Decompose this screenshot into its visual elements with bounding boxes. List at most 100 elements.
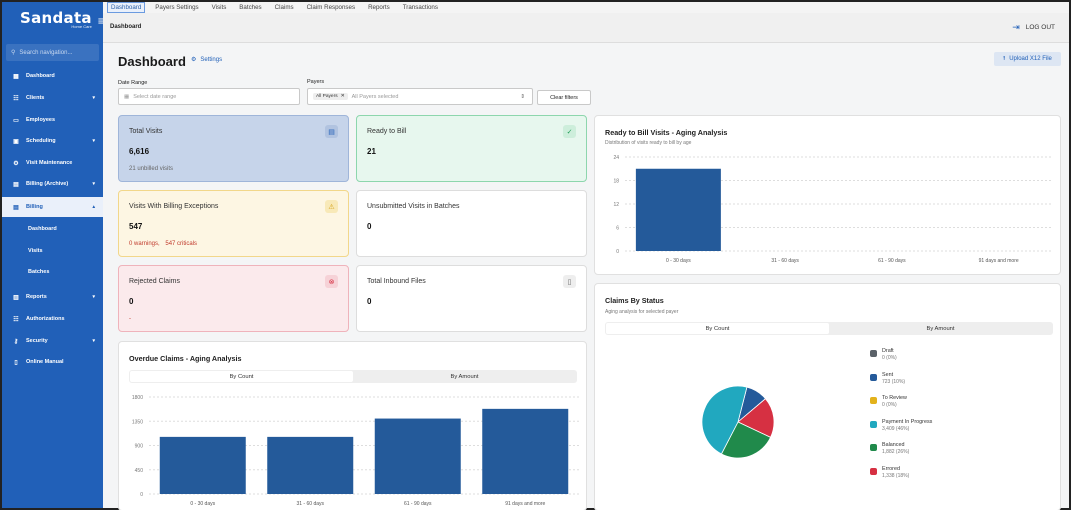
- y-tick-label: 0: [140, 492, 143, 498]
- card-warnings: 0 warnings, 547 criticals: [129, 241, 197, 247]
- topnav-claim-responses[interactable]: Claim Responses: [306, 4, 356, 11]
- sidebar-item-online-manual[interactable]: ▯ Online Manual: [2, 352, 103, 372]
- topnav-batches[interactable]: Batches: [239, 4, 262, 11]
- legend-item-draft[interactable]: Draft 0 (0%): [870, 348, 897, 361]
- card-inbound-files[interactable]: Total Inbound Files 0 ▯: [356, 265, 587, 332]
- chevron-up-icon[interactable]: ▴: [92, 204, 95, 210]
- overdue-claims-chart: 0 450 900 1350 1800 0 - 30 days 31 - 60 days 61…: [132, 395, 579, 507]
- topnav-visits[interactable]: Visits: [211, 4, 227, 11]
- legend-text: Payment In Progress 3,409 (46%): [882, 419, 932, 432]
- x-tick-label: 31 - 60 days: [771, 258, 799, 264]
- bar[interactable]: [374, 418, 461, 494]
- chevron-down-icon[interactable]: ▾: [92, 338, 95, 344]
- billing-icon: ▤: [13, 181, 19, 188]
- page-header: Dashboard ⇥ LOG OUT: [103, 13, 1069, 43]
- topnav-claims[interactable]: Claims: [274, 4, 294, 11]
- topnav-transactions[interactable]: Transactions: [402, 4, 438, 11]
- pie-slice-payment-in-progress[interactable]: [701, 385, 748, 455]
- topnav-payers-settings[interactable]: Payers Settings: [155, 4, 199, 11]
- calendar-icon: ▦: [124, 93, 130, 100]
- tab-by-count[interactable]: By Count: [606, 323, 829, 334]
- bar[interactable]: [482, 408, 569, 494]
- payers-placeholder: All Payers selected: [351, 93, 399, 100]
- claims-by-status-panel: Claims By Status Aging analysis for sele…: [594, 283, 1061, 510]
- claims-view-toggle: By Count By Amount: [605, 322, 1053, 335]
- card-total-visits[interactable]: Total Visits 6,616 21 unbilled visits ▤: [118, 115, 349, 182]
- legend-item-sent[interactable]: Sent 723 (10%): [870, 372, 905, 385]
- legend-item-to-review[interactable]: To Review 0 (0%): [870, 395, 907, 408]
- clear-filters-button[interactable]: Clear filters: [537, 90, 591, 105]
- y-tick-label: 24: [613, 155, 619, 161]
- sidebar-header: Sandata Home Care ≡: [2, 2, 105, 39]
- sidebar-subitem-visits[interactable]: Visits: [28, 248, 43, 254]
- legend-value: 723 (10%): [882, 378, 906, 385]
- sidebar-item-visit-maintenance[interactable]: ⚙ Visit Maintenance: [2, 153, 103, 173]
- sidebar-item-label: Clients: [26, 95, 45, 101]
- tab-by-count[interactable]: By Count: [130, 371, 353, 382]
- payer-chip-label: All Payers: [316, 94, 338, 99]
- menu-toggle-icon[interactable]: ≡: [97, 13, 105, 28]
- y-tick-label: 900: [135, 444, 144, 450]
- legend-value: 3,409 (46%): [882, 425, 910, 432]
- payers-select[interactable]: All Payers ✕ All Payers selected ⇕: [307, 88, 533, 105]
- sidebar-item-reports[interactable]: ▥ Reports ▾: [2, 287, 103, 307]
- card-value: 0: [367, 297, 372, 306]
- upload-label: Upload X12 File: [1009, 56, 1052, 62]
- tab-by-amount[interactable]: By Amount: [450, 373, 479, 380]
- card-title: Rejected Claims: [129, 278, 180, 285]
- pie-slice-errored[interactable]: [737, 398, 775, 438]
- card-title: Ready to Bill: [367, 128, 407, 135]
- sidebar-item-billing[interactable]: ▤ Billing ▴: [2, 197, 103, 217]
- top-navigation: Dashboard Payers Settings Visits Batches Cla…: [103, 2, 1069, 13]
- gear-icon: ⚙: [191, 57, 197, 63]
- chevron-down-icon[interactable]: ▾: [92, 181, 95, 187]
- date-range-label: Date Range: [118, 80, 148, 86]
- sidebar-item-dashboard[interactable]: ▦ Dashboard: [2, 66, 103, 86]
- sidebar-item-billing-archive[interactable]: ▤ Billing (Archive) ▾: [2, 174, 103, 194]
- card-rejected-claims[interactable]: Rejected Claims 0 - ⊗: [118, 265, 349, 332]
- legend-label: Payment In Progress: [882, 418, 933, 425]
- search-navigation-input[interactable]: ⚲ Search navigation...: [6, 44, 99, 61]
- payer-chip[interactable]: All Payers ✕: [313, 93, 348, 100]
- sidebar-item-label: Employees: [26, 117, 56, 123]
- sidebar-item-security[interactable]: ⚷ Security ▾: [2, 331, 103, 351]
- bar[interactable]: [635, 168, 721, 251]
- chevron-down-icon[interactable]: ▾: [92, 95, 95, 101]
- x-tick-label: 91 days and more: [979, 258, 1019, 264]
- topnav-dashboard[interactable]: Dashboard: [107, 2, 146, 13]
- logout-button[interactable]: ⇥ LOG OUT: [1012, 22, 1055, 33]
- chevron-down-icon[interactable]: ▾: [92, 294, 95, 300]
- sidebar-item-employees[interactable]: ▭ Employees: [2, 110, 103, 130]
- file-icon: ▯: [563, 275, 576, 288]
- sidebar-item-label: Security: [26, 338, 48, 344]
- bar[interactable]: [267, 436, 354, 494]
- card-ready-to-bill[interactable]: Ready to Bill 21 ✓: [356, 115, 587, 182]
- y-tick-label: 6: [616, 226, 619, 232]
- card-billing-exceptions[interactable]: Visits With Billing Exceptions 547 0 war…: [118, 190, 349, 257]
- card-unsubmitted-visits[interactable]: Unsubmitted Visits in Batches 0: [356, 190, 587, 257]
- x-tick-label: 61 - 90 days: [878, 258, 906, 264]
- upload-x12-button[interactable]: ⭱ Upload X12 File: [994, 52, 1061, 66]
- close-icon[interactable]: ✕: [340, 94, 345, 99]
- card-title: Total Inbound Files: [367, 278, 426, 285]
- date-range-input[interactable]: ▦ Select date range: [118, 88, 300, 105]
- legend-text: To Review 0 (0%): [882, 395, 907, 408]
- legend-item-payment-in-progress[interactable]: Payment In Progress 3,409 (46%): [870, 419, 932, 432]
- sidebar-subitem-batches[interactable]: Batches: [28, 269, 50, 275]
- claims-status-legend: Draft 0 (0%) Sent 723 (10%) To Review 0 (0%) P…: [870, 348, 1050, 488]
- topnav-reports[interactable]: Reports: [368, 4, 390, 11]
- chevron-down-icon[interactable]: ▾: [92, 138, 95, 144]
- bar[interactable]: [159, 436, 246, 494]
- tab-by-amount[interactable]: By Amount: [926, 325, 955, 332]
- sidebar-subitem-dashboard[interactable]: Dashboard: [28, 226, 57, 232]
- legend-item-balanced[interactable]: Balanced 1,882 (26%): [870, 442, 909, 455]
- logout-icon: ⇥: [1012, 22, 1020, 32]
- sidebar-item-scheduling[interactable]: ▣ Scheduling ▾: [2, 131, 103, 151]
- sidebar-item-clients[interactable]: ☷ Clients ▾: [2, 88, 103, 108]
- sidebar-item-label: Visit Maintenance: [26, 160, 73, 166]
- search-placeholder: Search navigation...: [19, 49, 73, 56]
- settings-link[interactable]: ⚙ Settings: [191, 56, 222, 64]
- legend-item-errored[interactable]: Errored 1,338 (18%): [870, 466, 909, 479]
- document-icon: ▤: [325, 125, 338, 138]
- sidebar-item-authorizations[interactable]: ☷ Authorizations: [2, 309, 103, 329]
